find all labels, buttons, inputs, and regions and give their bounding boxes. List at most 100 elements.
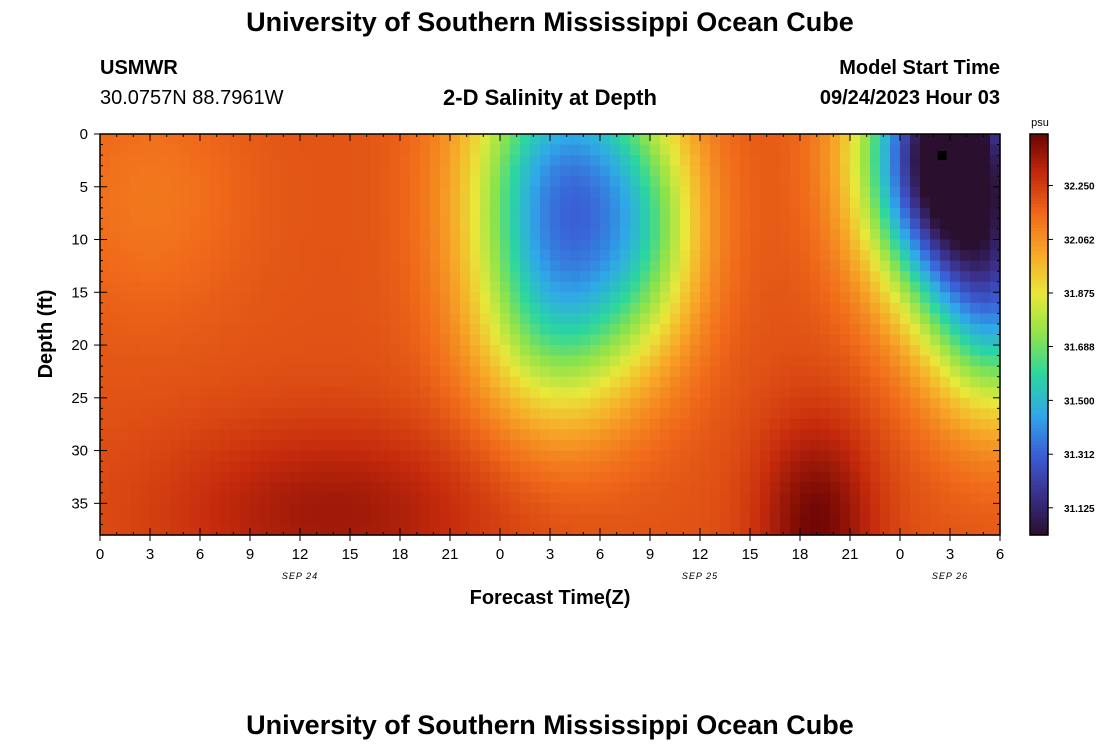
heatmap-cell xyxy=(510,207,521,220)
heatmap-cell xyxy=(590,376,601,388)
heatmap-cell xyxy=(150,440,161,452)
heatmap-cell xyxy=(980,408,991,420)
heatmap-cell xyxy=(550,492,561,504)
heatmap-cell xyxy=(430,345,441,357)
heatmap-cell xyxy=(340,524,351,536)
heatmap-cell xyxy=(320,186,331,198)
heatmap-cell xyxy=(350,334,361,346)
heatmap-cell xyxy=(920,292,931,304)
heatmap-cell xyxy=(660,250,671,262)
heatmap-cell xyxy=(440,334,451,346)
heatmap-cell xyxy=(270,513,281,526)
heatmap-cell xyxy=(990,387,1001,399)
heatmap-cell xyxy=(180,323,191,336)
heatmap-cell xyxy=(470,482,481,494)
heatmap-cell xyxy=(920,271,931,283)
heatmap-cell xyxy=(410,376,421,388)
heatmap-cell xyxy=(700,376,711,388)
heatmap-cell xyxy=(320,144,331,156)
heatmap-cell xyxy=(320,345,331,357)
heatmap-cell xyxy=(490,323,501,336)
heatmap-cell xyxy=(440,450,451,462)
heatmap-cell xyxy=(950,186,961,198)
model-start-value: 09/24/2023 Hour 03 xyxy=(819,87,1000,109)
heatmap-cell xyxy=(400,134,411,146)
heatmap-cell xyxy=(560,165,571,177)
heatmap-cell xyxy=(370,366,381,378)
heatmap-cell xyxy=(610,271,621,283)
heatmap-cell xyxy=(770,440,781,452)
heatmap-cell xyxy=(540,524,551,536)
heatmap-cell xyxy=(940,397,951,409)
heatmap-cell xyxy=(670,239,681,251)
heatmap-cell xyxy=(940,345,951,357)
heatmap-cell xyxy=(910,355,921,367)
heatmap-cell xyxy=(640,513,651,526)
heatmap-cell xyxy=(540,260,551,272)
heatmap-cell xyxy=(710,292,721,304)
heatmap-cell xyxy=(490,503,501,515)
heatmap-cell xyxy=(410,387,421,399)
heatmap-cell xyxy=(790,345,801,357)
heatmap-cell xyxy=(500,176,511,188)
heatmap-cell xyxy=(400,144,411,156)
heatmap-cell xyxy=(970,471,981,483)
heatmap-cell xyxy=(570,250,581,262)
heatmap-cell xyxy=(610,450,621,462)
heatmap-cell xyxy=(120,207,131,220)
heatmap-cell xyxy=(820,197,831,209)
heatmap-cell xyxy=(580,292,591,304)
heatmap-cell xyxy=(240,387,251,399)
heatmap-cell xyxy=(560,134,571,146)
heatmap-cell xyxy=(200,429,211,441)
heatmap-cell xyxy=(760,524,771,536)
heatmap-cell xyxy=(410,250,421,262)
heatmap-cell xyxy=(850,513,861,526)
heatmap-cell xyxy=(710,165,721,177)
heatmap-cell xyxy=(240,323,251,336)
heatmap-cell xyxy=(560,524,571,536)
heatmap-cell xyxy=(500,366,511,378)
heatmap-cell xyxy=(730,376,741,388)
heatmap-cell xyxy=(360,503,371,515)
heatmap-cell xyxy=(950,144,961,156)
colorbar-segment xyxy=(1030,364,1048,369)
heatmap-cell xyxy=(830,239,841,251)
heatmap-cell xyxy=(940,334,951,346)
heatmap-cell xyxy=(840,176,851,188)
heatmap-cell xyxy=(890,440,901,452)
heatmap-cell xyxy=(140,281,151,293)
heatmap-cell xyxy=(590,281,601,293)
heatmap-cell xyxy=(680,186,691,198)
heatmap-cell xyxy=(840,408,851,420)
heatmap-cell xyxy=(170,228,181,241)
heatmap-cell xyxy=(330,239,341,251)
colorbar-segment xyxy=(1030,157,1048,162)
heatmap-cell xyxy=(780,197,791,209)
heatmap-cell xyxy=(780,429,791,441)
heatmap-cell xyxy=(720,503,731,515)
heatmap-cell xyxy=(330,471,341,483)
heatmap-cell xyxy=(740,207,751,220)
heatmap-cell xyxy=(830,313,841,325)
heatmap-cell xyxy=(170,429,181,441)
heatmap-cell xyxy=(130,250,141,262)
heatmap-cell xyxy=(710,207,721,220)
heatmap-cell xyxy=(730,313,741,325)
heatmap-cell xyxy=(720,197,731,209)
heatmap-cell xyxy=(550,207,561,220)
heatmap-cell xyxy=(750,461,761,473)
heatmap-cell xyxy=(350,440,361,452)
heatmap-cell xyxy=(520,429,531,441)
heatmap-cell xyxy=(260,513,271,526)
heatmap-cell xyxy=(580,334,591,346)
heatmap-cell xyxy=(640,387,651,399)
heatmap-cell xyxy=(990,281,1001,293)
heatmap-cell xyxy=(700,461,711,473)
heatmap-cell xyxy=(190,144,201,156)
heatmap-cell xyxy=(580,144,591,156)
heatmap-cell xyxy=(220,503,231,515)
heatmap-cell xyxy=(220,397,231,409)
heatmap-cell xyxy=(540,450,551,462)
heatmap-cell xyxy=(740,503,751,515)
